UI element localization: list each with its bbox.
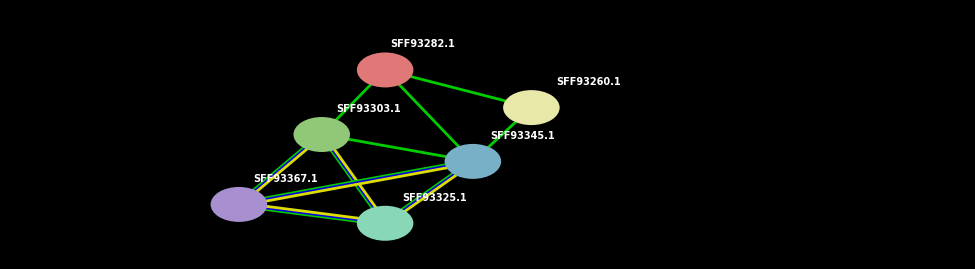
Ellipse shape	[293, 117, 350, 152]
Text: SFF93367.1: SFF93367.1	[254, 174, 318, 184]
Text: SFF93325.1: SFF93325.1	[403, 193, 467, 203]
Text: SFF93303.1: SFF93303.1	[336, 104, 401, 114]
Ellipse shape	[211, 187, 267, 222]
Ellipse shape	[357, 206, 413, 241]
Text: SFF93260.1: SFF93260.1	[556, 77, 620, 87]
Ellipse shape	[445, 144, 501, 179]
Text: SFF93282.1: SFF93282.1	[390, 39, 454, 49]
Text: SFF93345.1: SFF93345.1	[490, 131, 555, 141]
Ellipse shape	[357, 52, 413, 87]
Ellipse shape	[503, 90, 560, 125]
